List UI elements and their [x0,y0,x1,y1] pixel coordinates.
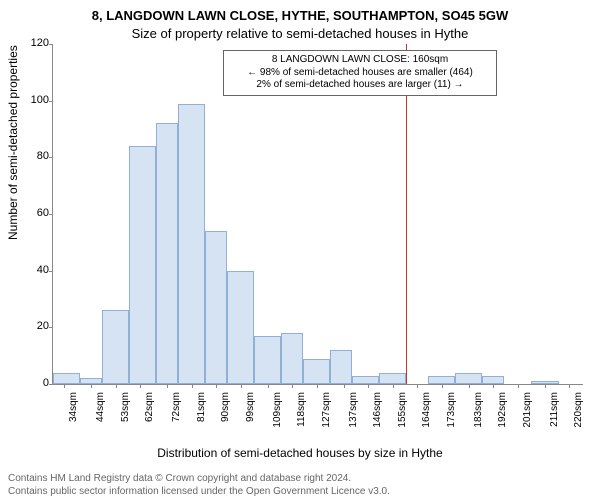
x-tick-label: 137sqm [348,392,359,436]
x-tick-label: 44sqm [95,392,106,436]
x-tick-mark [192,384,193,388]
y-tick-label: 60 [23,207,49,219]
annotation-line: ← 98% of semi-detached houses are smalle… [230,67,490,80]
x-tick-mark [64,384,65,388]
chart-container: 8, LANGDOWN LAWN CLOSE, HYTHE, SOUTHAMPT… [0,0,600,500]
y-tick-mark [49,271,53,272]
annotation-line: 8 LANGDOWN LAWN CLOSE: 160sqm [230,54,490,67]
x-tick-mark [417,384,418,388]
x-tick-mark [268,384,269,388]
histogram-bar [178,104,205,385]
x-tick-mark [91,384,92,388]
x-tick-label: 62sqm [144,392,155,436]
footer-line2: Contains public sector information licen… [8,485,390,498]
histogram-bar [482,376,504,385]
histogram-bar [129,146,156,384]
y-tick-label: 80 [23,150,49,162]
histogram-bar [53,373,80,384]
y-tick-mark [49,327,53,328]
y-tick-mark [49,101,53,102]
y-tick-mark [49,157,53,158]
x-tick-mark [317,384,318,388]
histogram-bar [352,376,379,385]
annotation-line: 2% of semi-detached houses are larger (1… [230,79,490,92]
footer-line1: Contains HM Land Registry data © Crown c… [8,472,390,485]
y-axis-label: Number of semi-detached properties [6,45,20,240]
x-tick-mark [167,384,168,388]
histogram-bar [254,336,281,384]
x-tick-label: 90sqm [220,392,231,436]
y-tick-label: 40 [23,264,49,276]
x-tick-mark [368,384,369,388]
x-tick-label: 164sqm [421,392,432,436]
histogram-bar [330,350,352,384]
histogram-bar [455,373,482,384]
y-tick-mark [49,44,53,45]
y-tick-label: 20 [23,320,49,332]
x-tick-mark [216,384,217,388]
histogram-bar [281,333,303,384]
histogram-bar [428,376,455,385]
x-tick-label: 211sqm [549,392,560,436]
histogram-bar [379,373,406,384]
plot-area: 02040608010012034sqm44sqm53sqm62sqm72sqm… [52,44,583,385]
histogram-bar [227,271,254,384]
x-tick-mark [241,384,242,388]
x-tick-label: 220sqm [573,392,584,436]
x-tick-mark [493,384,494,388]
x-tick-label: 183sqm [473,392,484,436]
y-tick-label: 100 [23,94,49,106]
x-tick-label: 53sqm [120,392,131,436]
x-tick-mark [545,384,546,388]
x-tick-mark [393,384,394,388]
y-tick-mark [49,214,53,215]
x-tick-label: 192sqm [497,392,508,436]
chart-title-line2: Size of property relative to semi-detach… [0,26,600,41]
y-tick-label: 120 [23,37,49,49]
histogram-bar [102,310,129,384]
x-tick-label: 127sqm [321,392,332,436]
histogram-bar [303,359,330,385]
y-tick-mark [49,384,53,385]
annotation-box: 8 LANGDOWN LAWN CLOSE: 160sqm← 98% of se… [223,50,497,96]
x-tick-mark [569,384,570,388]
x-tick-label: 72sqm [171,392,182,436]
x-tick-mark [292,384,293,388]
y-tick-label: 0 [23,377,49,389]
x-tick-label: 109sqm [272,392,283,436]
x-tick-mark [140,384,141,388]
x-tick-mark [116,384,117,388]
histogram-bar [205,231,227,384]
footer-attribution: Contains HM Land Registry data © Crown c… [8,472,390,498]
x-tick-mark [442,384,443,388]
x-tick-label: 118sqm [296,392,307,436]
x-tick-label: 81sqm [196,392,207,436]
x-axis-label: Distribution of semi-detached houses by … [0,446,600,460]
x-tick-label: 173sqm [446,392,457,436]
x-tick-label: 201sqm [522,392,533,436]
chart-title-line1: 8, LANGDOWN LAWN CLOSE, HYTHE, SOUTHAMPT… [0,8,600,23]
x-tick-label: 155sqm [397,392,408,436]
x-tick-mark [344,384,345,388]
x-tick-label: 34sqm [68,392,79,436]
histogram-bar [156,123,178,384]
x-tick-label: 99sqm [245,392,256,436]
x-tick-mark [518,384,519,388]
x-tick-mark [469,384,470,388]
x-tick-label: 146sqm [372,392,383,436]
